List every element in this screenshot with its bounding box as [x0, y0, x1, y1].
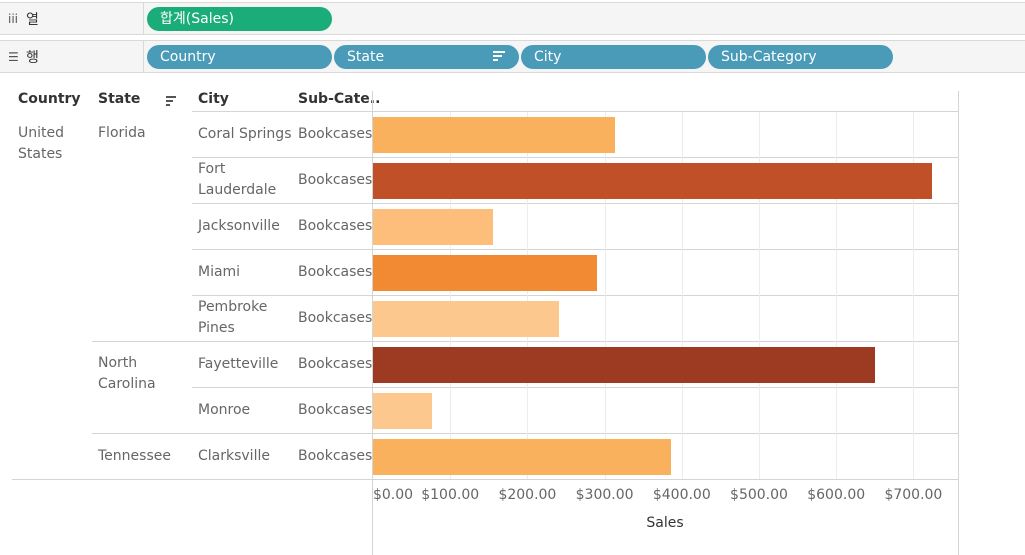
city-cell[interactable]: Fort Lauderdale: [198, 161, 277, 198]
columns-icon: iii: [8, 11, 19, 26]
subcategory-cell[interactable]: Bookcases: [298, 172, 373, 188]
row-separator: [192, 295, 959, 296]
gridline: [759, 112, 760, 479]
gridline: [682, 112, 683, 479]
gridline: [605, 112, 606, 479]
x-tick-label: $0.00: [372, 487, 414, 503]
x-tick-label: $700.00: [884, 487, 943, 503]
city-cell[interactable]: Miami: [198, 264, 241, 280]
columns-shelf: iii 열 합계(Sales): [0, 2, 1025, 35]
state-cell[interactable]: Florida: [98, 125, 146, 141]
rows-label: 행: [26, 49, 39, 66]
state-separator: [92, 341, 959, 342]
city-cell[interactable]: Pembroke Pines: [198, 299, 268, 336]
subcategory-cell[interactable]: Bookcases: [298, 310, 373, 326]
subcategory-cell[interactable]: Bookcases: [298, 356, 373, 372]
city-cell[interactable]: Jacksonville: [198, 218, 280, 234]
columns-shelf-label: iii 열: [0, 3, 144, 34]
row-separator: [192, 387, 959, 388]
gridline: [527, 112, 528, 479]
city-cell[interactable]: Coral Springs: [198, 126, 292, 142]
bar-miami[interactable]: [373, 255, 597, 291]
pill-sum-sales[interactable]: 합계(Sales): [147, 7, 332, 31]
pane-right-border: [958, 91, 959, 555]
x-tick-label: $600.00: [807, 487, 866, 503]
row-separator: [192, 203, 959, 204]
city-cell[interactable]: Fayetteville: [198, 356, 279, 372]
country-cell[interactable]: United States: [18, 125, 64, 162]
sort-descending-icon[interactable]: [493, 51, 505, 63]
bar-fort-lauderdale[interactable]: [373, 163, 932, 199]
table-bottom-line: [12, 479, 959, 480]
subcategory-cell[interactable]: Bookcases: [298, 448, 373, 464]
pill-city[interactable]: City: [521, 45, 706, 69]
subcategory-cell[interactable]: Bookcases: [298, 218, 373, 234]
x-axis-title: Sales: [646, 515, 684, 531]
bar-pembroke-pines[interactable]: [373, 301, 559, 337]
subcategory-cell[interactable]: Bookcases: [298, 264, 373, 280]
sort-icon[interactable]: [166, 96, 176, 106]
pill-sub-category[interactable]: Sub-Category: [708, 45, 893, 69]
pill-country[interactable]: Country: [147, 45, 332, 69]
x-tick-label: $300.00: [575, 487, 634, 503]
header-city[interactable]: City: [198, 91, 229, 107]
pill-state-label: State: [347, 49, 385, 65]
state-separator: [92, 433, 959, 434]
row-separator: [192, 249, 959, 250]
rows-shelf: ☰ 행 Country State City Sub-Category: [0, 40, 1025, 73]
header-country[interactable]: Country: [18, 91, 81, 107]
x-tick-label: $400.00: [652, 487, 711, 503]
x-tick-label: $100.00: [421, 487, 480, 503]
subcategory-cell[interactable]: Bookcases: [298, 126, 373, 142]
columns-label: 열: [26, 11, 39, 28]
bar-coral-springs[interactable]: [373, 117, 615, 153]
row-separator: [192, 157, 959, 158]
header-divider: [192, 111, 959, 112]
viz-area: Country State City Sub-Cate.. United Sta…: [0, 81, 1025, 555]
bar-clarksville[interactable]: [373, 439, 671, 475]
pane-left-border: [372, 91, 373, 555]
x-tick-label: $500.00: [730, 487, 788, 503]
bar-fayetteville[interactable]: [373, 347, 875, 383]
bar-jacksonville[interactable]: [373, 209, 493, 245]
state-cell[interactable]: Tennessee: [98, 448, 171, 464]
subcategory-cell[interactable]: Bookcases: [298, 402, 373, 418]
gridline: [913, 112, 914, 479]
city-cell[interactable]: Clarksville: [198, 448, 270, 464]
state-cell[interactable]: North Carolina: [98, 355, 156, 392]
header-state[interactable]: State: [98, 91, 141, 107]
rows-icon: ☰: [8, 49, 19, 64]
pill-state[interactable]: State: [334, 45, 519, 69]
header-sub-category[interactable]: Sub-Cate..: [298, 91, 381, 107]
city-cell[interactable]: Monroe: [198, 402, 251, 418]
rows-shelf-label: ☰ 행: [0, 41, 144, 72]
x-tick-label: $200.00: [498, 487, 557, 503]
gridline: [450, 112, 451, 479]
gridline: [836, 112, 837, 479]
bar-monroe[interactable]: [373, 393, 432, 429]
